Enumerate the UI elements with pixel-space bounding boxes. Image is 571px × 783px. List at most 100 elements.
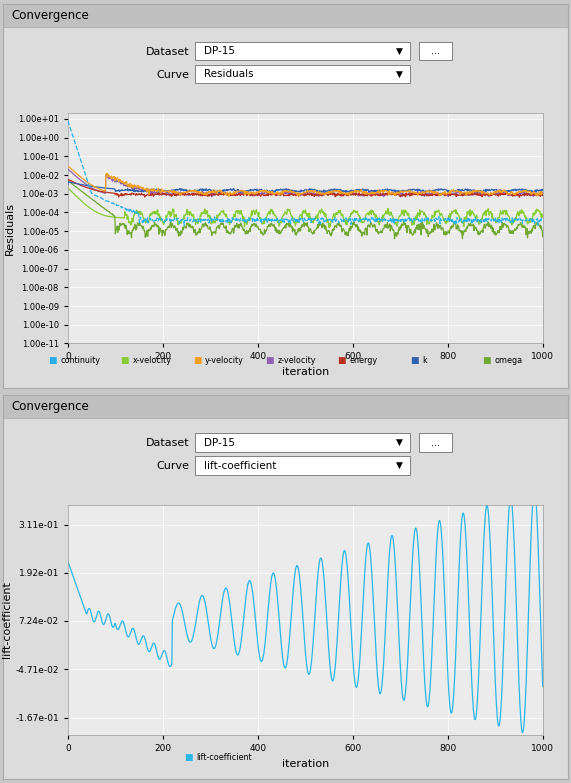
FancyBboxPatch shape: [195, 65, 410, 83]
Text: lift-coefficient: lift-coefficient: [203, 460, 276, 471]
FancyBboxPatch shape: [195, 456, 410, 474]
FancyBboxPatch shape: [195, 42, 410, 60]
Text: ■: ■: [482, 356, 490, 365]
omega: [435, 207, 441, 216]
k: [539, 186, 546, 195]
omega: [517, 208, 524, 218]
y-velocity: [539, 189, 546, 198]
Text: z-velocity: z-velocity: [278, 356, 316, 365]
Line: y-velocity: y-velocity: [68, 166, 542, 196]
Line: k: k: [68, 182, 542, 193]
Text: ■: ■: [120, 356, 129, 365]
omega: [485, 204, 492, 214]
k: [435, 184, 442, 193]
k: [485, 186, 492, 196]
Text: energy: energy: [350, 356, 378, 365]
k: [161, 186, 168, 195]
Text: ■: ■: [265, 356, 274, 365]
x-velocity: [517, 220, 524, 229]
continuity: [161, 218, 168, 227]
Y-axis label: lift-coefficient: lift-coefficient: [2, 582, 13, 659]
k: [94, 182, 100, 192]
z-velocity: [485, 190, 492, 200]
omega: [94, 207, 100, 217]
energy: [435, 190, 441, 200]
Text: Dataset: Dataset: [146, 47, 190, 57]
x-velocity: [65, 176, 71, 186]
energy: [485, 190, 492, 200]
z-velocity: [161, 189, 168, 199]
x-velocity: [161, 227, 168, 236]
Line: continuity: continuity: [68, 121, 542, 226]
Text: continuity: continuity: [61, 356, 100, 365]
z-velocity: [435, 188, 441, 197]
Text: lift-coefficient: lift-coefficient: [196, 753, 252, 763]
Text: ▼: ▼: [396, 47, 403, 56]
energy: [65, 176, 71, 186]
energy: [94, 186, 100, 195]
FancyBboxPatch shape: [420, 434, 452, 452]
y-velocity: [161, 187, 168, 197]
Text: x-velocity: x-velocity: [133, 356, 172, 365]
Text: Curve: Curve: [156, 461, 190, 471]
Text: ■: ■: [410, 356, 419, 365]
x-velocity: [391, 234, 398, 244]
continuity: [94, 191, 100, 200]
Text: ■: ■: [193, 356, 202, 365]
Text: Residuals: Residuals: [203, 69, 253, 79]
k: [453, 186, 460, 196]
y-velocity: [452, 187, 459, 197]
continuity: [65, 116, 71, 125]
energy: [539, 189, 546, 199]
Text: Convergence: Convergence: [11, 9, 89, 22]
continuity: [435, 215, 441, 225]
omega: [161, 216, 168, 226]
z-velocity: [539, 188, 546, 197]
Text: ▼: ▼: [396, 461, 403, 470]
Text: omega: omega: [494, 356, 523, 365]
continuity: [181, 221, 188, 230]
z-velocity: [94, 186, 100, 195]
Text: Dataset: Dataset: [146, 438, 190, 449]
y-velocity: [485, 189, 492, 198]
Text: Convergence: Convergence: [11, 400, 89, 413]
continuity: [517, 213, 524, 222]
x-velocity: [485, 218, 492, 227]
continuity: [539, 216, 546, 226]
z-velocity: [208, 192, 215, 201]
continuity: [452, 215, 459, 225]
Text: y-velocity: y-velocity: [205, 356, 244, 365]
FancyBboxPatch shape: [420, 42, 452, 60]
y-velocity: [94, 183, 100, 193]
y-velocity: [65, 161, 71, 171]
FancyBboxPatch shape: [195, 434, 410, 452]
energy: [516, 193, 523, 202]
Text: ■: ■: [337, 356, 346, 365]
X-axis label: iteration: iteration: [282, 759, 329, 769]
x-velocity: [452, 220, 459, 229]
Text: ■: ■: [184, 753, 192, 763]
Y-axis label: Residuals: Residuals: [5, 202, 15, 254]
omega: [65, 183, 71, 193]
z-velocity: [452, 188, 459, 197]
x-velocity: [435, 219, 441, 229]
y-velocity: [226, 191, 232, 200]
X-axis label: iteration: iteration: [282, 367, 329, 377]
FancyBboxPatch shape: [3, 4, 568, 27]
Text: ▼: ▼: [396, 70, 403, 78]
Text: DP-15: DP-15: [203, 438, 235, 448]
omega: [325, 223, 332, 233]
Text: Curve: Curve: [156, 70, 190, 80]
Text: ...: ...: [431, 46, 440, 56]
z-velocity: [517, 188, 524, 197]
omega: [452, 209, 459, 218]
k: [517, 186, 524, 195]
Text: ▼: ▼: [396, 438, 403, 447]
Line: omega: omega: [68, 188, 542, 228]
continuity: [485, 215, 492, 225]
Text: k: k: [423, 356, 427, 365]
energy: [161, 190, 168, 200]
Text: ...: ...: [431, 438, 440, 448]
k: [396, 189, 403, 198]
k: [65, 180, 71, 189]
